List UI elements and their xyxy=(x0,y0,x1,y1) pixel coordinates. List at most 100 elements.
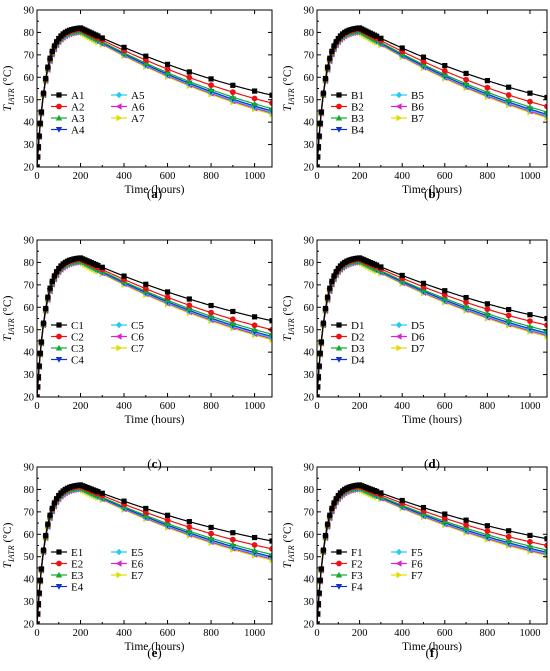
legend-marker-D5 xyxy=(395,321,403,329)
data-point-F1 xyxy=(317,590,322,596)
data-point-B1 xyxy=(484,78,490,84)
data-point-A3 xyxy=(251,100,258,107)
data-point-A2 xyxy=(186,74,193,81)
data-point-C1 xyxy=(53,269,60,275)
data-point-C2 xyxy=(208,309,214,316)
data-point-A1 xyxy=(53,39,60,45)
legend-label-E1: E1 xyxy=(71,547,83,559)
y-tick-label: 40 xyxy=(24,348,35,359)
data-point-E1 xyxy=(186,519,192,525)
plot-area xyxy=(37,25,272,167)
x-tick-label: 600 xyxy=(160,171,176,182)
legend-marker-F7 xyxy=(396,571,403,579)
y-tick-label: 70 xyxy=(304,280,315,291)
y-tick-label: 90 xyxy=(304,463,315,474)
y-tick-label: 30 xyxy=(304,370,315,381)
data-point-F1 xyxy=(333,496,339,502)
data-point-A1 xyxy=(51,43,58,49)
data-point-C3 xyxy=(186,305,193,312)
data-point-C1 xyxy=(164,289,171,295)
data-point-B1 xyxy=(317,164,320,167)
legend-marker-E1 xyxy=(56,549,62,555)
legend-marker-D1 xyxy=(336,322,342,328)
data-point-B1 xyxy=(378,35,384,41)
data-point-D3 xyxy=(526,323,534,330)
data-point-E1 xyxy=(40,547,47,553)
data-point-E1 xyxy=(53,496,60,502)
y-axis-label: TIATR (°C) xyxy=(2,295,16,341)
plot-area xyxy=(317,482,547,624)
data-point-E2 xyxy=(229,536,236,543)
data-point-F1 xyxy=(399,497,405,504)
data-point-B1 xyxy=(527,90,533,96)
legend-marker-E6 xyxy=(115,560,122,567)
plot-area xyxy=(37,482,272,624)
data-point-F1 xyxy=(317,621,320,624)
data-point-A2 xyxy=(229,89,236,96)
x-tick-label: 200 xyxy=(352,171,368,182)
legend-marker-B3 xyxy=(335,114,343,121)
legend-marker-C1 xyxy=(56,322,62,328)
data-point-D1 xyxy=(442,288,448,294)
data-point-F1 xyxy=(318,566,324,572)
x-tick-label: 400 xyxy=(116,171,132,182)
data-point-D1 xyxy=(317,363,322,369)
data-point-D1 xyxy=(463,294,469,301)
legend-label-F5: F5 xyxy=(411,547,423,559)
data-point-E1 xyxy=(164,512,171,518)
data-point-E1 xyxy=(251,534,258,541)
data-point-E1 xyxy=(269,538,272,544)
legend-marker-A1 xyxy=(56,92,62,98)
data-point-E1 xyxy=(95,489,101,495)
data-point-A2 xyxy=(251,95,258,102)
legend-marker-C6 xyxy=(115,333,122,340)
y-tick-label: 70 xyxy=(304,507,315,518)
x-tick-label: 400 xyxy=(394,401,410,412)
data-point-C3 xyxy=(207,313,215,319)
legend-label-A1: A1 xyxy=(71,90,84,102)
data-point-B1 xyxy=(374,33,380,39)
data-point-A1 xyxy=(47,55,53,61)
data-point-D2 xyxy=(484,306,491,313)
data-point-E1 xyxy=(121,498,127,504)
y-tick-label: 40 xyxy=(304,575,315,586)
data-point-D1 xyxy=(544,315,547,322)
data-point-F1 xyxy=(463,517,469,523)
data-point-B2 xyxy=(505,92,512,98)
legend-label-B4: B4 xyxy=(351,124,364,136)
data-point-D3 xyxy=(441,295,448,301)
legend-marker-B2 xyxy=(336,103,342,110)
legend-marker-E3 xyxy=(55,571,63,578)
data-point-F3 xyxy=(484,531,491,538)
y-tick-label: 50 xyxy=(24,95,35,106)
y-tick-label: 80 xyxy=(304,485,315,496)
data-point-C2 xyxy=(164,294,171,301)
data-point-E3 xyxy=(207,534,215,541)
legend-label-B7: B7 xyxy=(411,113,424,125)
data-point-A1 xyxy=(208,76,214,82)
x-tick-label: 400 xyxy=(116,628,132,639)
legend-label-B5: B5 xyxy=(411,90,424,102)
legend-label-A5: A5 xyxy=(131,90,145,102)
y-axis-label: TIATR (°C) xyxy=(282,295,296,341)
data-point-B2 xyxy=(527,98,533,105)
data-point-B1 xyxy=(442,62,448,69)
x-axis-label: Time (hours) xyxy=(125,184,185,196)
legend-label-F1: F1 xyxy=(351,547,363,559)
legend-label-A2: A2 xyxy=(71,101,84,113)
x-axis-label: Time (hours) xyxy=(125,641,185,653)
data-point-A2 xyxy=(208,82,214,89)
legend-label-C7: C7 xyxy=(131,343,144,355)
legend-label-B1: B1 xyxy=(351,90,364,102)
data-point-F1 xyxy=(544,536,547,542)
x-tick-label: 0 xyxy=(34,171,39,182)
x-tick-label: 400 xyxy=(394,628,410,639)
data-point-E2 xyxy=(186,524,193,531)
legend-marker-F4 xyxy=(335,583,343,590)
x-tick-label: 800 xyxy=(203,171,219,182)
legend-label-E6: E6 xyxy=(131,558,144,570)
y-tick-label: 40 xyxy=(304,118,315,129)
legend-label-F4: F4 xyxy=(351,581,363,593)
legend-marker-E5 xyxy=(115,548,123,556)
data-point-F1 xyxy=(327,512,333,518)
